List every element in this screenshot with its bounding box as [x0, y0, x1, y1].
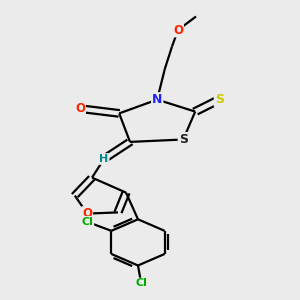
- Text: Cl: Cl: [81, 217, 93, 227]
- Text: O: O: [173, 23, 183, 37]
- Text: Cl: Cl: [135, 278, 147, 289]
- Text: N: N: [152, 93, 162, 106]
- Text: O: O: [75, 102, 85, 115]
- Text: S: S: [215, 93, 224, 106]
- Text: H: H: [99, 154, 109, 164]
- Text: O: O: [82, 207, 92, 220]
- Text: S: S: [179, 133, 188, 146]
